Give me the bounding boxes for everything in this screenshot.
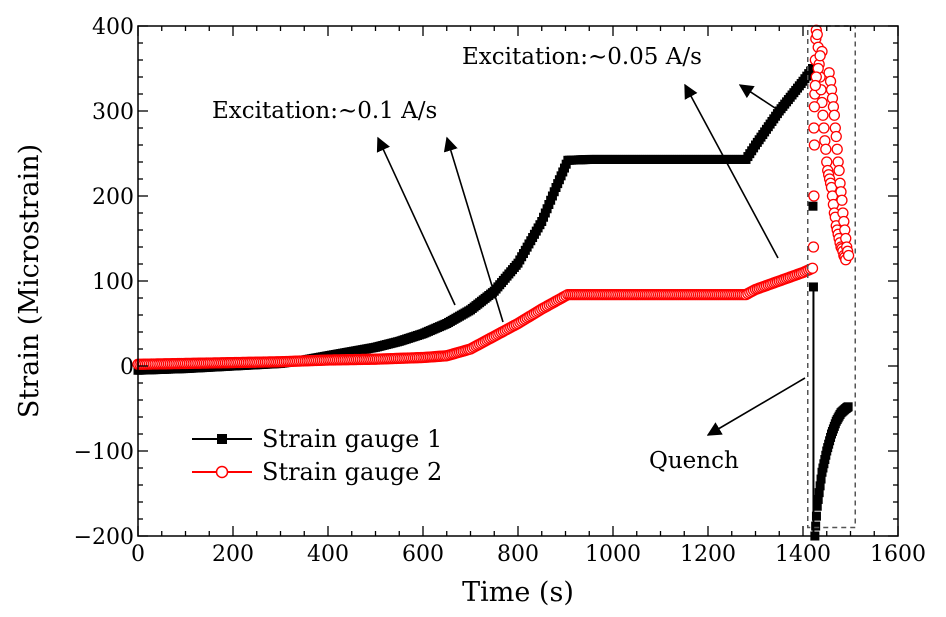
annotation-arrow — [684, 83, 779, 259]
x-tick-label: 0 — [131, 542, 145, 567]
series-1-point — [811, 511, 821, 521]
series-2-quench-point — [807, 241, 820, 253]
series-1-point — [816, 474, 826, 484]
y-tick-label: −200 — [74, 525, 134, 550]
series-2-quench-point — [817, 109, 829, 121]
x-tick-label: 600 — [402, 542, 444, 567]
series-2-point — [806, 262, 819, 274]
series-2-quench-point — [820, 143, 832, 155]
series-2-quench-point — [831, 143, 843, 155]
legend-label-gauge-1: Strain gauge 1 — [262, 425, 442, 453]
y-tick-label: 300 — [92, 100, 134, 125]
legend-entry-gauge-2: Strain gauge 2 — [192, 458, 442, 486]
series-2-quench-point — [842, 249, 855, 262]
series-2-quench-point — [808, 139, 821, 151]
annotation-excitation-0-1: Excitation:∼0.1 A/s — [212, 98, 437, 124]
annotation-arrow — [443, 136, 504, 323]
annotation-arrow — [376, 136, 456, 306]
series-2-quench-point — [828, 109, 840, 121]
x-tick-label: 1400 — [775, 542, 831, 567]
annotation-quench: Quench — [649, 448, 739, 474]
series-1-point — [815, 481, 825, 491]
x-tick-label: 1200 — [680, 542, 736, 567]
annotation-excitation-0-05: Excitation:∼0.05 A/s — [462, 44, 702, 70]
series-1-point — [814, 488, 824, 498]
x-tick-label: 1600 — [870, 542, 926, 567]
series-2-quench-point — [811, 28, 823, 41]
series-2-quench-point — [833, 164, 845, 177]
annotation-arrows — [376, 83, 806, 436]
x-tick-label: 200 — [212, 542, 254, 567]
series-1-point — [808, 201, 818, 211]
series-2-quench-point — [814, 50, 826, 62]
series-1-point — [843, 402, 853, 412]
series-1-point — [813, 494, 823, 504]
y-tick-label: 100 — [92, 270, 134, 295]
series-2-quench-point — [808, 101, 821, 113]
series-2-quench-point — [809, 79, 821, 92]
series-1-point — [808, 64, 817, 73]
y-tick-label: 0 — [120, 355, 134, 380]
y-axis-title: Strain (Microstrain) — [14, 144, 45, 418]
series-2-quench-point — [808, 190, 820, 202]
series-2-quench-point — [818, 122, 830, 134]
legend: Strain gauge 1 Strain gauge 2 — [192, 425, 442, 486]
quench-highlight-box — [807, 25, 856, 529]
x-tick-label: 800 — [497, 542, 539, 567]
axis-ticks: 0 200 400 600 800 1000 1200 1400 1600 −200 −100 0 10… — [74, 15, 926, 567]
y-tick-label: 200 — [92, 185, 134, 210]
legend-marker-square — [217, 434, 227, 444]
annotation-arrow — [706, 377, 806, 436]
y-tick-label: −100 — [74, 440, 134, 465]
x-tick-label: 1000 — [585, 542, 641, 567]
series-strain-gauge-1 — [133, 64, 853, 541]
series-1-point — [808, 282, 818, 292]
series-1-point — [812, 501, 822, 511]
series-2-quench-point — [830, 130, 842, 143]
series-2-quench-point — [836, 194, 848, 206]
legend-entry-gauge-1: Strain gauge 1 — [192, 425, 442, 453]
x-axis-title: Time (s) — [462, 577, 574, 608]
legend-marker-circle — [215, 465, 229, 479]
series-2-quench-point — [808, 122, 820, 134]
series-1-point — [811, 521, 821, 531]
legend-label-gauge-2: Strain gauge 2 — [262, 458, 442, 486]
x-tick-label: 400 — [307, 542, 349, 567]
annotation-arrow — [738, 84, 779, 111]
y-tick-label: 400 — [92, 15, 134, 40]
